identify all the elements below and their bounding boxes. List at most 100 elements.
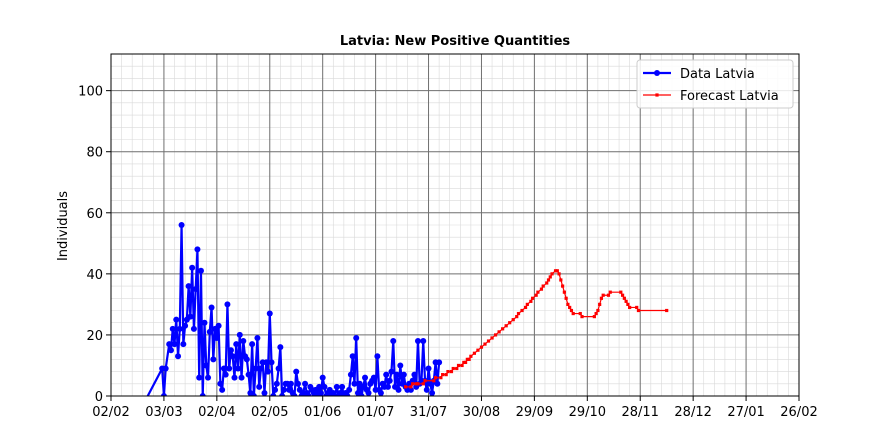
data-point xyxy=(515,315,519,319)
data-point xyxy=(436,359,443,366)
data-point xyxy=(592,315,596,319)
data-point xyxy=(504,324,508,328)
data-point xyxy=(531,296,535,300)
data-point xyxy=(257,365,264,372)
data-point xyxy=(562,290,566,294)
data-point xyxy=(553,269,558,273)
data-point xyxy=(557,272,561,276)
data-point xyxy=(523,305,528,310)
data-point xyxy=(347,371,354,378)
data-point xyxy=(561,284,565,288)
data-point xyxy=(261,389,268,396)
data-point xyxy=(486,339,491,343)
x-tick-label: 31/07 xyxy=(410,405,447,420)
data-point xyxy=(235,365,242,372)
data-point xyxy=(187,313,194,320)
data-point xyxy=(275,365,282,372)
data-point xyxy=(229,353,236,360)
data-point xyxy=(397,362,404,369)
data-point xyxy=(374,353,381,360)
data-point xyxy=(606,293,611,297)
data-point xyxy=(305,393,312,396)
data-point xyxy=(416,382,420,386)
data-point xyxy=(302,380,309,387)
data-point xyxy=(578,311,582,316)
data-point xyxy=(231,374,238,381)
data-point xyxy=(173,316,180,323)
data-point xyxy=(222,371,229,378)
data-point xyxy=(546,278,551,282)
data-point xyxy=(599,296,604,300)
data-point xyxy=(321,383,328,390)
data-point xyxy=(226,365,233,372)
data-point xyxy=(580,315,584,319)
data-point xyxy=(353,334,360,341)
data-point xyxy=(545,281,549,285)
data-point xyxy=(176,325,183,332)
data-point xyxy=(160,393,167,396)
x-tick-label: 02/04 xyxy=(198,405,235,420)
data-point xyxy=(456,363,461,368)
legend-marker xyxy=(654,70,660,76)
data-point xyxy=(421,382,425,386)
data-point xyxy=(414,382,418,386)
data-point xyxy=(608,290,612,294)
data-point xyxy=(268,359,275,366)
data-point xyxy=(263,359,270,366)
data-point xyxy=(370,374,377,381)
data-point xyxy=(622,296,626,300)
x-tick-label: 28/12 xyxy=(674,405,711,420)
data-point xyxy=(365,389,372,396)
data-point xyxy=(169,325,176,332)
data-point xyxy=(243,356,250,363)
data-point xyxy=(520,308,524,313)
data-point xyxy=(270,393,277,396)
data-point xyxy=(390,338,397,345)
x-tick-label: 01/07 xyxy=(357,405,394,420)
data-point xyxy=(287,380,294,387)
legend: Data Latvia Forecast Latvia xyxy=(636,59,794,109)
data-point xyxy=(294,380,301,387)
x-tick-label: 27/01 xyxy=(727,405,764,420)
data-point xyxy=(205,374,212,381)
data-point xyxy=(388,368,395,375)
data-point xyxy=(619,290,623,294)
data-point xyxy=(434,380,441,387)
data-point xyxy=(245,371,252,378)
x-tick-label: 02/02 xyxy=(92,405,129,420)
data-point xyxy=(501,327,505,331)
data-point xyxy=(635,305,639,310)
data-point xyxy=(626,302,630,306)
data-point xyxy=(594,311,598,316)
legend-box xyxy=(636,59,794,109)
data-point xyxy=(210,356,217,363)
data-point xyxy=(429,389,436,396)
data-point xyxy=(411,382,415,386)
data-point xyxy=(277,344,284,351)
plot-frame xyxy=(110,53,800,397)
data-point xyxy=(386,377,393,384)
x-tick-label: 29/09 xyxy=(516,405,553,420)
data-point xyxy=(395,386,402,393)
x-tick-label: 30/08 xyxy=(463,405,500,420)
data-point xyxy=(564,296,568,300)
x-axis: 02/02 03/03 02/04 02/05 01/06 01/07 31/07 30/08… xyxy=(92,396,818,420)
data-point xyxy=(409,385,413,389)
data-point xyxy=(208,304,215,311)
data-point xyxy=(171,341,178,348)
data-point xyxy=(525,302,529,306)
series-line xyxy=(405,270,667,388)
data-point xyxy=(598,302,602,306)
data-point xyxy=(194,246,201,253)
data-point xyxy=(493,333,498,337)
data-point xyxy=(446,369,450,374)
data-point xyxy=(256,383,263,390)
data-point xyxy=(384,383,391,390)
data-point xyxy=(199,393,206,396)
x-tick-label: 02/05 xyxy=(251,405,288,420)
data-point xyxy=(224,301,231,308)
data-point xyxy=(185,283,192,290)
data-point xyxy=(636,308,641,313)
